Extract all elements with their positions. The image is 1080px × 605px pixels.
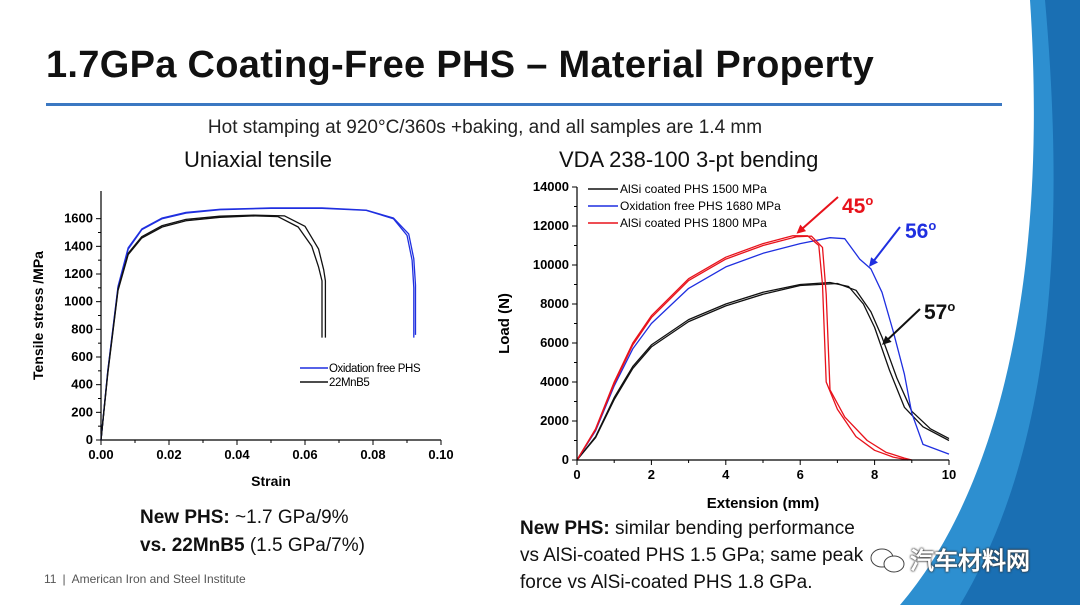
y-axis-label: Tensile stress /MPa (30, 251, 46, 380)
angle-annotation: 57o (924, 299, 955, 324)
series-line (576, 235, 912, 461)
annotation-arrow-head (882, 335, 892, 345)
subtitle: Hot stamping at 920°C/360s +baking, and … (207, 117, 763, 138)
left-note-line1: New PHS: ~1.7 GPa/9% (140, 507, 349, 529)
x-axis-label: Strain (251, 473, 291, 489)
page-title: 1.7GPa Coating-Free PHS – Material Prope… (46, 44, 875, 86)
left-note-bold: New PHS: (140, 507, 230, 528)
series-line (100, 215, 323, 441)
x-tick-label: 0.04 (224, 447, 250, 462)
wechat-icon (870, 548, 905, 573)
footer: 11 | American Iron and Steel Institute (44, 572, 252, 586)
right-note-bold: New PHS: (520, 518, 610, 539)
series-line (576, 235, 909, 461)
y-tick-label: 4000 (540, 374, 569, 389)
x-tick-label: 6 (797, 467, 804, 482)
right-note-line1: New PHS: similar bending performance (520, 518, 855, 540)
y-tick-label: 1200 (64, 266, 93, 281)
right-note-line2: vs AlSi-coated PHS 1.5 GPa; same peak (520, 545, 864, 566)
series-line (100, 214, 327, 441)
x-tick-label: 0.00 (88, 447, 113, 462)
annotation-arrow-line (885, 308, 921, 342)
x-tick-label: 0.10 (428, 447, 453, 462)
annotation-arrow-line (800, 196, 839, 231)
left-section-title: Uniaxial tensile (184, 147, 332, 172)
right-section-title: VDA 238-100 3-pt bending (559, 147, 819, 172)
footer-page-number: 11 (44, 572, 57, 586)
x-tick-label: 4 (722, 467, 730, 482)
bending-chart: 0 2 4 6 8 10 0 2000 4000 6000 8000 10000 12000 14000 E… (496, 179, 956, 512)
annotation-arrow-head (796, 224, 807, 234)
y-tick-label: 6000 (540, 335, 569, 350)
title-divider (46, 103, 1002, 106)
left-note-line2: vs. 22MnB5 (1.5 GPa/7%) (140, 535, 365, 557)
y-tick-label: 800 (71, 321, 93, 336)
x-tick-label: 0.08 (360, 447, 385, 462)
y-tick-label: 12000 (533, 218, 569, 233)
annotation-arrow-head (869, 257, 878, 267)
watermark-text: 汽车材料网 (910, 548, 1030, 575)
right-note-line3: force vs AlSi-coated PHS 1.8 GPa. (520, 572, 813, 593)
legend-label: Oxidation free PHS 1680 MPa (620, 199, 781, 213)
series-line (576, 237, 950, 461)
x-axis-label: Extension (mm) (707, 495, 820, 512)
degree-superscript: o (865, 193, 873, 208)
y-tick-label: 0 (562, 452, 569, 467)
y-tick-label: 10000 (533, 257, 569, 272)
y-tick-label: 1000 (64, 294, 93, 309)
y-tick-label: 200 (71, 404, 93, 419)
y-tick-label: 1600 (64, 211, 93, 226)
left-note2-rest: (1.5 GPa/7%) (244, 535, 365, 556)
x-tick-label: 0.02 (156, 447, 181, 462)
series-line (100, 207, 415, 441)
annotation-arrow-line (871, 226, 901, 263)
left-note2-bold: vs. 22MnB5 (140, 535, 245, 556)
x-tick-label: 2 (648, 467, 655, 482)
tensile-chart: 0.00 0.02 0.04 0.06 0.08 0.10 0 200 400 600 800 100… (30, 191, 454, 489)
x-tick-label: 0.06 (292, 447, 317, 462)
y-tick-label: 8000 (540, 296, 569, 311)
legend-label: AlSi coated PHS 1500 MPa (620, 182, 767, 196)
right-note-rest: similar bending performance (609, 518, 855, 539)
y-tick-label: 14000 (533, 179, 569, 194)
y-tick-label: 400 (71, 377, 93, 392)
x-tick-label: 10 (942, 467, 956, 482)
left-note-rest: ~1.7 GPa/9% (229, 507, 349, 528)
y-tick-label: 2000 (540, 413, 569, 428)
series-line (576, 282, 950, 461)
legend-label: AlSi coated PHS 1800 MPa (620, 216, 767, 230)
x-tick-label: 0 (573, 467, 580, 482)
series-line (576, 281, 950, 461)
x-tick-label: 8 (871, 467, 878, 482)
degree-superscript: o (947, 299, 955, 314)
angle-annotation: 45o (842, 193, 873, 218)
series-line (100, 207, 417, 441)
legend-label: Oxidation free PHS (329, 363, 421, 375)
legend-label: 22MnB5 (329, 377, 369, 389)
y-tick-label: 1400 (64, 238, 93, 253)
angle-annotation: 56o (905, 218, 936, 243)
footer-separator: | (62, 572, 66, 586)
y-tick-label: 0 (86, 432, 93, 447)
y-tick-label: 600 (71, 349, 93, 364)
degree-superscript: o (928, 218, 936, 233)
y-axis-label: Load (N) (496, 293, 513, 354)
footer-org: American Iron and Steel Institute (71, 572, 246, 586)
